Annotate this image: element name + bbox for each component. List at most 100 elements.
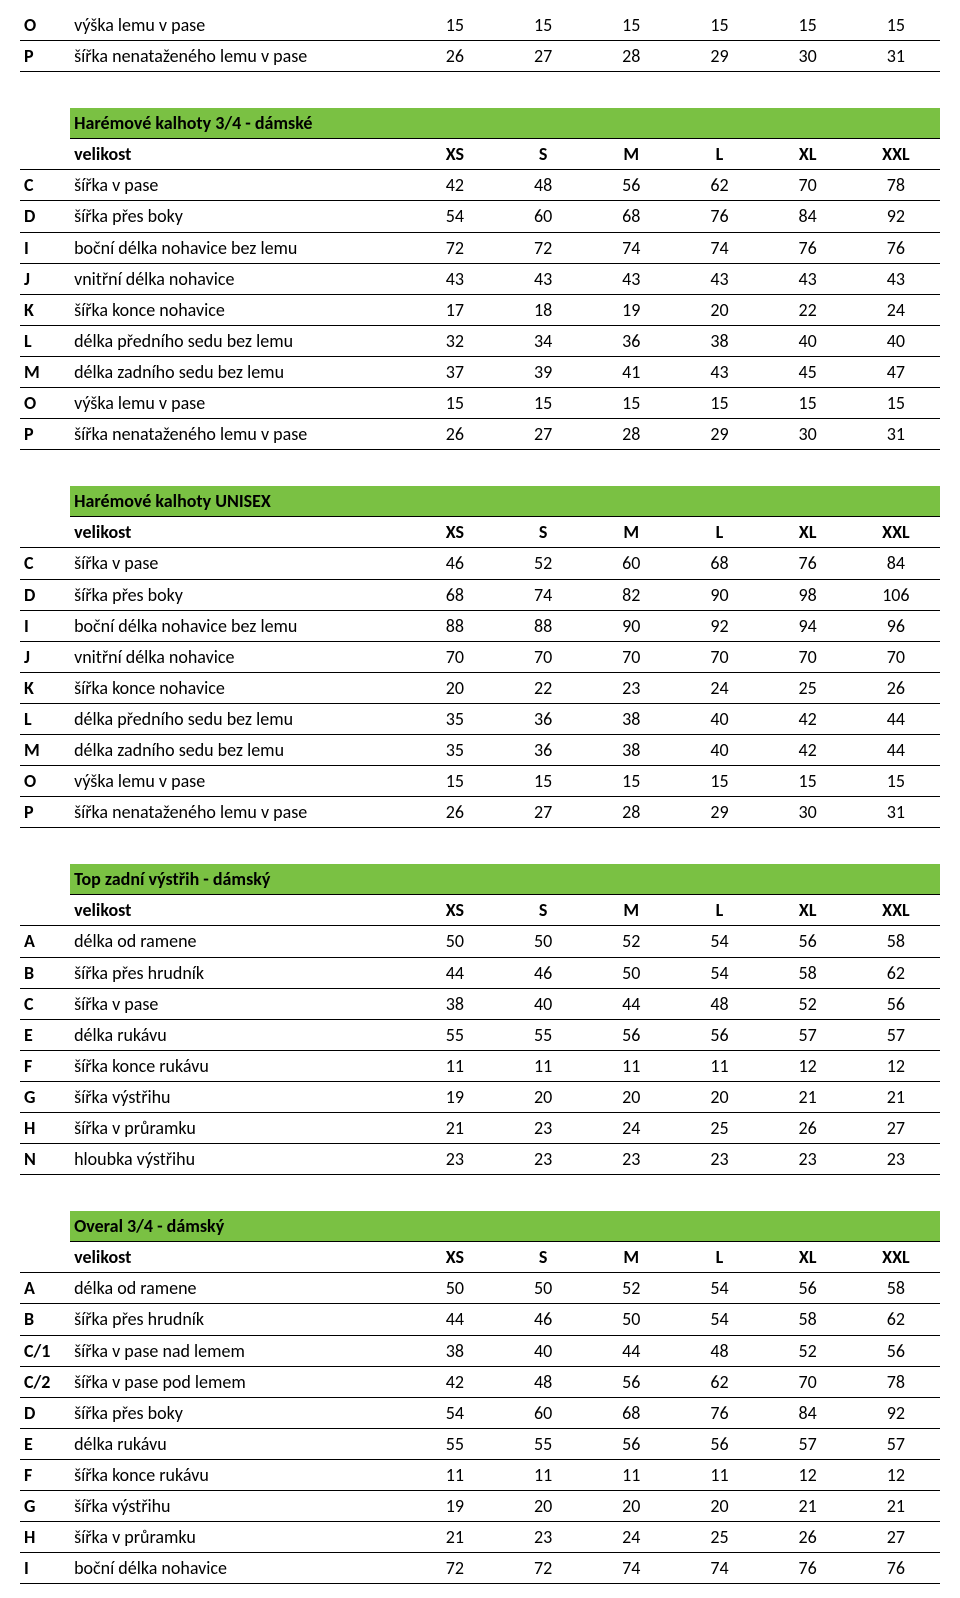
value-cell: 42 bbox=[411, 170, 499, 201]
value-cell: 29 bbox=[675, 41, 763, 72]
size-header-row: velikostXSSMLXLXXL bbox=[20, 139, 940, 170]
row-label: šířka v pase bbox=[70, 170, 411, 201]
table-row: Nhloubka výstřihu232323232323 bbox=[20, 1144, 940, 1175]
value-cell: 72 bbox=[411, 1553, 499, 1584]
value-cell: 11 bbox=[499, 1050, 587, 1081]
value-cell: 76 bbox=[675, 1397, 763, 1428]
value-cell: 11 bbox=[499, 1459, 587, 1490]
row-code: D bbox=[20, 579, 70, 610]
value-cell: 84 bbox=[852, 548, 940, 579]
value-cell: 26 bbox=[411, 419, 499, 450]
value-cell: 50 bbox=[587, 957, 675, 988]
value-cell: 15 bbox=[764, 766, 852, 797]
value-cell: 11 bbox=[411, 1459, 499, 1490]
table-row: Ldélka předního sedu bez lemu32343638404… bbox=[20, 325, 940, 356]
value-cell: 20 bbox=[587, 1491, 675, 1522]
size-header-cell: S bbox=[499, 895, 587, 926]
value-cell: 90 bbox=[587, 610, 675, 641]
spacer-row bbox=[20, 450, 940, 487]
section-title: Harémové kalhoty 3/4 - dámské bbox=[70, 108, 940, 139]
value-cell: 68 bbox=[411, 579, 499, 610]
row-code: O bbox=[20, 388, 70, 419]
spacer-cell bbox=[20, 450, 940, 487]
value-cell: 74 bbox=[675, 232, 763, 263]
value-cell: 15 bbox=[675, 10, 763, 41]
table-row: Kšířka konce nohavice171819202224 bbox=[20, 294, 940, 325]
value-cell: 40 bbox=[499, 1335, 587, 1366]
row-code: P bbox=[20, 419, 70, 450]
value-cell: 52 bbox=[764, 1335, 852, 1366]
value-cell: 38 bbox=[675, 325, 763, 356]
value-cell: 46 bbox=[499, 1304, 587, 1335]
value-cell: 20 bbox=[499, 1081, 587, 1112]
value-cell: 38 bbox=[411, 1335, 499, 1366]
row-code: M bbox=[20, 734, 70, 765]
table-row: Hšířka v průramku212324252627 bbox=[20, 1113, 940, 1144]
value-cell: 24 bbox=[852, 294, 940, 325]
value-cell: 32 bbox=[411, 325, 499, 356]
value-cell: 84 bbox=[764, 1397, 852, 1428]
value-cell: 15 bbox=[411, 388, 499, 419]
row-label: šířka konce rukávu bbox=[70, 1050, 411, 1081]
value-cell: 56 bbox=[587, 1366, 675, 1397]
value-cell: 38 bbox=[587, 703, 675, 734]
value-cell: 21 bbox=[764, 1491, 852, 1522]
value-cell: 30 bbox=[764, 41, 852, 72]
value-cell: 44 bbox=[411, 957, 499, 988]
value-cell: 70 bbox=[675, 641, 763, 672]
size-header-cell: XS bbox=[411, 1242, 499, 1273]
row-code: M bbox=[20, 356, 70, 387]
size-header-cell: L bbox=[675, 139, 763, 170]
row-label: délka rukávu bbox=[70, 1428, 411, 1459]
row-code: I bbox=[20, 610, 70, 641]
row-code: C/2 bbox=[20, 1366, 70, 1397]
value-cell: 74 bbox=[587, 232, 675, 263]
value-cell: 74 bbox=[587, 1553, 675, 1584]
value-cell: 76 bbox=[675, 201, 763, 232]
size-header-cell: XS bbox=[411, 517, 499, 548]
value-cell: 56 bbox=[852, 988, 940, 1019]
spacer-row bbox=[20, 72, 940, 109]
row-code: C bbox=[20, 988, 70, 1019]
value-cell: 15 bbox=[499, 388, 587, 419]
value-cell: 15 bbox=[675, 388, 763, 419]
value-cell: 70 bbox=[764, 641, 852, 672]
value-cell: 27 bbox=[499, 41, 587, 72]
value-cell: 12 bbox=[764, 1459, 852, 1490]
value-cell: 50 bbox=[587, 1304, 675, 1335]
value-cell: 28 bbox=[587, 41, 675, 72]
value-cell: 23 bbox=[587, 672, 675, 703]
value-cell: 72 bbox=[499, 1553, 587, 1584]
value-cell: 58 bbox=[764, 1304, 852, 1335]
size-header-cell: L bbox=[675, 517, 763, 548]
table-row: Adélka od ramene505052545658 bbox=[20, 1273, 940, 1304]
value-cell: 44 bbox=[587, 1335, 675, 1366]
value-cell: 38 bbox=[587, 734, 675, 765]
table-row: Dšířka přes boky546068768492 bbox=[20, 1397, 940, 1428]
value-cell: 20 bbox=[587, 1081, 675, 1112]
table-row: Cšířka v pase424856627078 bbox=[20, 170, 940, 201]
value-cell: 106 bbox=[852, 579, 940, 610]
row-label: šířka v pase bbox=[70, 988, 411, 1019]
value-cell: 20 bbox=[499, 1491, 587, 1522]
value-cell: 40 bbox=[675, 703, 763, 734]
size-header-row: velikostXSSMLXLXXL bbox=[20, 1242, 940, 1273]
value-cell: 22 bbox=[499, 672, 587, 703]
row-code: F bbox=[20, 1459, 70, 1490]
size-header-cell: XS bbox=[411, 139, 499, 170]
spacer-cell bbox=[20, 1175, 940, 1212]
table-row: Ldélka předního sedu bez lemu35363840424… bbox=[20, 703, 940, 734]
row-code: H bbox=[20, 1522, 70, 1553]
value-cell: 50 bbox=[499, 926, 587, 957]
value-cell: 40 bbox=[852, 325, 940, 356]
value-cell: 43 bbox=[675, 356, 763, 387]
size-header-label: velikost bbox=[70, 139, 411, 170]
value-cell: 23 bbox=[411, 1144, 499, 1175]
value-cell: 15 bbox=[499, 10, 587, 41]
value-cell: 11 bbox=[587, 1459, 675, 1490]
value-cell: 57 bbox=[764, 1428, 852, 1459]
size-header-cell: M bbox=[587, 1242, 675, 1273]
value-cell: 55 bbox=[499, 1428, 587, 1459]
row-label: šířka výstřihu bbox=[70, 1491, 411, 1522]
row-code: D bbox=[20, 201, 70, 232]
